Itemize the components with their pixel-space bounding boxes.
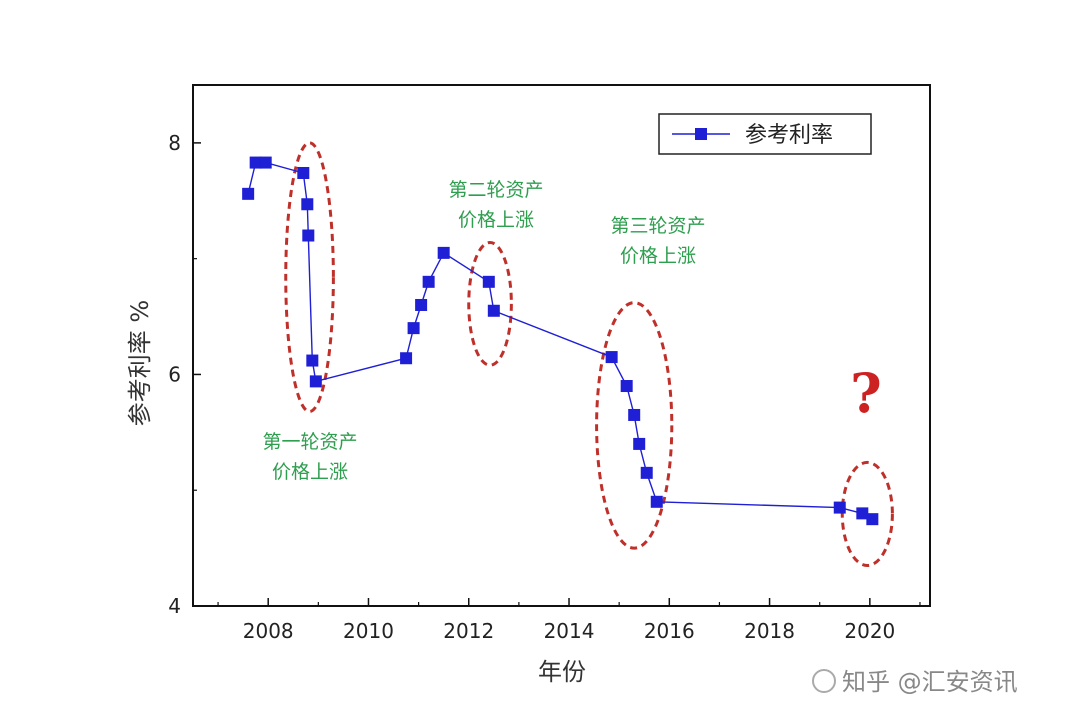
data-point bbox=[415, 298, 428, 311]
plot-border bbox=[192, 84, 931, 607]
watermark: 知乎 @汇安资讯 bbox=[812, 668, 1018, 696]
y-axis-ticks: 4 6 8 bbox=[168, 131, 201, 618]
annotation-line: 价格上涨 bbox=[458, 209, 534, 231]
y-tick-label: 6 bbox=[168, 362, 181, 386]
data-point bbox=[301, 198, 314, 211]
data-point bbox=[856, 507, 869, 520]
annotation-line: 第一轮资产 bbox=[262, 431, 357, 453]
legend-entry-label: 参考利率 bbox=[745, 123, 833, 148]
x-tick-label: 2018 bbox=[744, 619, 795, 643]
highlight-ellipse bbox=[840, 460, 894, 567]
y-axis-title: 参考利率 % bbox=[126, 300, 154, 426]
data-point bbox=[605, 351, 618, 364]
data-point bbox=[650, 495, 663, 508]
data-point bbox=[422, 275, 435, 288]
y-tick-label: 4 bbox=[168, 594, 181, 618]
data-point bbox=[628, 408, 641, 421]
series-markers bbox=[242, 156, 879, 526]
data-point bbox=[633, 437, 646, 450]
legend-marker-sample bbox=[695, 128, 707, 140]
data-point bbox=[640, 466, 653, 479]
data-point bbox=[297, 166, 310, 179]
annotation-line: 价格上涨 bbox=[272, 461, 348, 483]
data-point bbox=[242, 187, 255, 200]
x-tick-label: 2020 bbox=[844, 619, 895, 643]
data-point bbox=[487, 304, 500, 317]
data-point bbox=[620, 380, 633, 393]
annotation-line: 第三轮资产 bbox=[610, 215, 705, 237]
x-tick-label: 2012 bbox=[443, 619, 494, 643]
annotation-line: 第二轮资产 bbox=[448, 179, 543, 201]
data-point bbox=[833, 501, 846, 514]
data-point bbox=[407, 322, 420, 335]
data-point bbox=[482, 275, 495, 288]
data-point bbox=[866, 513, 879, 526]
highlight-ellipse bbox=[467, 240, 513, 367]
wechat-icon bbox=[812, 669, 836, 693]
data-point bbox=[437, 246, 450, 259]
data-point bbox=[302, 229, 315, 242]
x-axis-title: 年份 bbox=[538, 658, 586, 686]
data-point bbox=[306, 354, 319, 367]
legend-box bbox=[658, 113, 872, 155]
question-mark-annotation: ? bbox=[850, 361, 882, 425]
data-point bbox=[249, 156, 262, 169]
data-point bbox=[259, 156, 272, 169]
x-tick-label: 2008 bbox=[243, 619, 294, 643]
annotation-line: 价格上涨 bbox=[620, 245, 696, 267]
legend: 参考利率 bbox=[658, 113, 872, 155]
x-tick-label: 2014 bbox=[544, 619, 595, 643]
data-point bbox=[309, 375, 322, 388]
highlight-ellipses bbox=[284, 141, 894, 567]
plot-frame bbox=[192, 84, 931, 607]
watermark-text: 知乎 @汇安资讯 bbox=[842, 668, 1018, 696]
y-tick-label: 8 bbox=[168, 131, 181, 155]
x-tick-label: 2016 bbox=[644, 619, 695, 643]
highlight-ellipse bbox=[284, 141, 335, 413]
x-axis-ticks: 2008 2010 2012 2014 2016 2018 2020 bbox=[217, 598, 921, 643]
x-tick-label: 2010 bbox=[343, 619, 394, 643]
data-point bbox=[400, 352, 413, 365]
highlight-ellipse bbox=[595, 301, 674, 550]
